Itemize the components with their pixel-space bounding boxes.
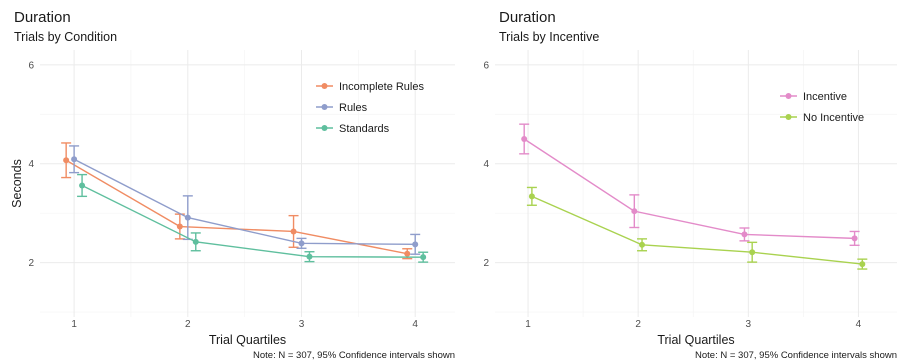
data-point [851, 235, 858, 242]
y-tick-label: 4 [483, 159, 489, 170]
x-tick-label: 3 [299, 319, 305, 330]
data-point [412, 241, 419, 248]
data-point [306, 253, 313, 260]
legend-label: No Incentive [803, 112, 864, 124]
data-point [176, 223, 183, 230]
x-tick-label: 1 [71, 319, 77, 330]
data-point [290, 228, 297, 235]
legend-key-point [321, 125, 328, 131]
x-tick-label: 4 [412, 319, 418, 330]
data-point [79, 182, 86, 189]
legend-label: Rules [339, 102, 368, 114]
legend-label: Incomplete Rules [339, 81, 424, 93]
chart-title: Duration [14, 9, 71, 26]
data-point [298, 240, 305, 247]
data-point [184, 214, 191, 221]
x-tick-label: 4 [856, 319, 862, 330]
series-line [523, 138, 855, 240]
series-no-incentive [526, 186, 868, 270]
x-tick-label: 2 [185, 319, 191, 330]
chart-note: Note: N = 307, 95% Confidence intervals … [253, 350, 455, 361]
legend: Incentive No Incentive [780, 91, 864, 124]
x-tick-label: 2 [635, 319, 641, 330]
legend-label: Standards [339, 123, 390, 135]
data-point [631, 208, 638, 215]
chart-panel-2: 1 2 3 4 2 4 6 Duration Trials by Incentive Trial … [483, 9, 897, 361]
y-tick-label: 6 [28, 60, 34, 71]
y-tick-label: 6 [483, 60, 489, 71]
y-tick-label: 4 [28, 159, 34, 170]
data-point [404, 250, 411, 257]
x-axis-title: Trial Quartiles [209, 333, 286, 347]
series-line [73, 158, 416, 246]
data-point [63, 157, 70, 164]
y-tick-label: 2 [28, 258, 34, 269]
x-axis-title: Trial Quartiles [657, 333, 734, 347]
data-point [639, 241, 646, 248]
series-standards [77, 173, 429, 263]
data-point [420, 254, 427, 261]
series-line [81, 184, 424, 258]
data-point [521, 136, 528, 142]
legend-key-point [785, 114, 792, 120]
data-point [528, 193, 535, 200]
chart-subtitle: Trials by Condition [14, 30, 117, 44]
data-point [71, 156, 78, 163]
legend-key-point [321, 83, 328, 89]
legend-key-point [321, 104, 328, 110]
chart-note: Note: N = 307, 95% Confidence intervals … [695, 350, 897, 361]
series-rules [69, 145, 421, 255]
chart-panel-1: 1 2 3 4 2 4 6 Duration Trials by Condition Trial … [10, 9, 455, 361]
y-tick-label: 2 [483, 258, 489, 269]
legend-key-point [785, 93, 792, 99]
chart-subtitle: Trials by Incentive [499, 30, 599, 44]
legend: Incomplete Rules Rules Standards [316, 81, 424, 135]
data-point [192, 238, 199, 245]
data-point [749, 249, 756, 256]
data-point [741, 231, 748, 238]
x-tick-label: 3 [746, 319, 752, 330]
chart-title: Duration [499, 9, 556, 26]
x-tick-label: 1 [525, 319, 531, 330]
series-line [65, 159, 408, 255]
y-axis-title: Seconds [10, 159, 24, 208]
series-line [531, 195, 863, 265]
series-incentive [519, 123, 860, 247]
data-point [859, 261, 866, 268]
legend-label: Incentive [803, 91, 847, 103]
